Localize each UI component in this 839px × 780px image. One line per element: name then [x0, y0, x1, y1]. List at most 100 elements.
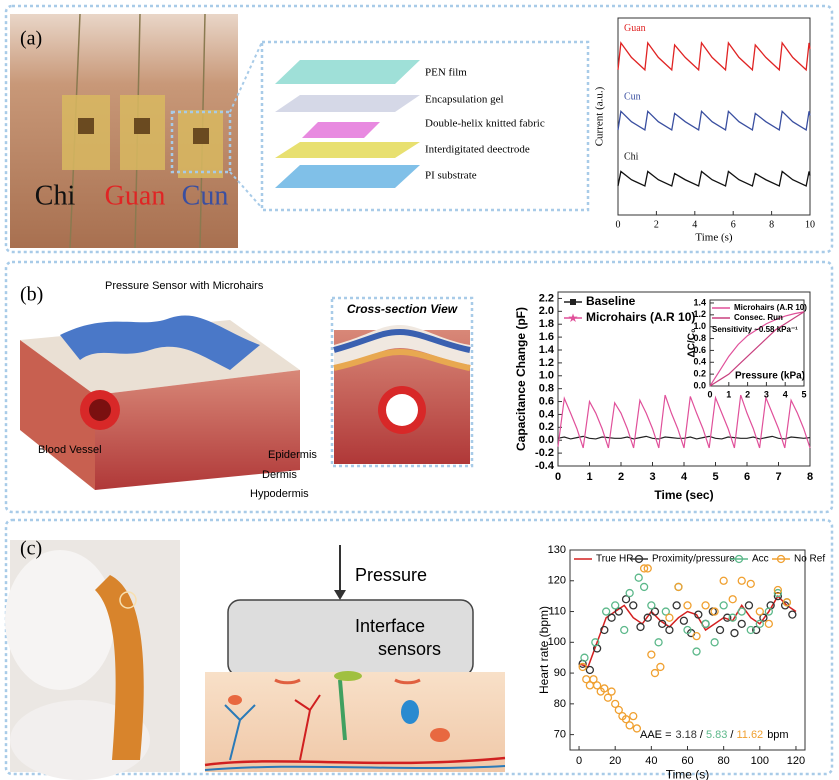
chart: 0 1 2 3 4 5 6 7 8-0.4-0.20.00.20.40.60.81.01.21.… — [514, 291, 813, 502]
data-point — [607, 687, 616, 696]
x-axis-label: Time (sec) — [654, 488, 713, 502]
y-tick-label: 1.0 — [693, 321, 706, 331]
data-point — [737, 576, 746, 585]
panel-b — [4, 260, 834, 514]
legend-label: Microhairs (A.R 10) — [586, 310, 695, 324]
y-tick-label: 90 — [554, 667, 566, 679]
illustration-label: Blood Vessel — [38, 444, 102, 456]
series-line — [557, 435, 811, 440]
data-point — [602, 607, 611, 616]
x-tick-label: 40 — [645, 755, 657, 767]
aae-value: 11.62 — [736, 729, 763, 741]
legend-marker: ★ — [568, 311, 579, 325]
y-tick-label: 110 — [548, 605, 566, 617]
y-tick-label: 0.2 — [539, 421, 554, 433]
illustration-label: Epidermis — [268, 449, 317, 461]
aae-unit: bpm — [767, 729, 788, 741]
data-point — [611, 601, 620, 610]
panel-a — [170, 110, 232, 174]
x-tick-label: 5 — [712, 471, 718, 483]
x-tick-label: 4 — [681, 471, 688, 483]
data-point — [788, 610, 797, 619]
panel-a — [229, 171, 263, 209]
data-point — [578, 662, 587, 672]
data-point — [665, 613, 674, 622]
data-point — [744, 601, 754, 610]
illustration-label: Dermis — [262, 469, 297, 481]
x-tick-label: 4 — [783, 389, 788, 399]
x-tick-label: 2 — [654, 219, 659, 230]
illustration-label: Hypodermis — [250, 488, 309, 500]
sensor-photo — [134, 118, 150, 134]
y-axis-label: Current (a.u.) — [594, 86, 606, 146]
legend-label: Consec. Run — [734, 313, 783, 322]
data-point — [625, 588, 634, 598]
data-point — [650, 668, 660, 678]
layer-label: PI substrate — [425, 170, 477, 182]
plot-frame — [569, 549, 806, 751]
data-point — [614, 705, 623, 715]
data-point — [589, 675, 598, 684]
y-tick-label: 1.2 — [693, 309, 706, 319]
panel-a — [229, 41, 263, 113]
data-point — [674, 582, 683, 592]
legend-marker — [776, 554, 786, 564]
y-tick-label: 0.8 — [693, 333, 706, 343]
data-point — [647, 650, 656, 659]
sensor-photo — [62, 13, 223, 249]
data-point — [585, 665, 595, 675]
plot-frame — [617, 17, 811, 216]
y-tick-label: 70 — [554, 729, 566, 741]
data-point — [701, 601, 710, 610]
photo-label: Guan — [105, 180, 166, 211]
legend-label: Baseline — [586, 294, 636, 308]
data-point — [773, 592, 783, 601]
layer-label: Encapsulation gel — [425, 94, 504, 106]
data-point — [719, 601, 728, 610]
data-point — [611, 699, 620, 708]
sensor-photo — [78, 118, 94, 134]
data-point — [665, 625, 674, 635]
layer-stack — [275, 165, 420, 188]
layer-label: Double-helix knitted fabric — [425, 118, 545, 130]
series-line — [617, 109, 811, 132]
layer-stack — [275, 60, 420, 188]
data-point — [773, 588, 783, 598]
x-axis-label: Time (s) — [695, 232, 733, 244]
data-point — [625, 721, 634, 730]
data-point — [614, 607, 623, 616]
x-tick-label: 20 — [609, 755, 621, 767]
x-tick-label: 6 — [731, 219, 736, 230]
data-point — [759, 613, 768, 622]
data-point — [650, 607, 660, 616]
series-label: Cun — [624, 92, 641, 103]
data-point — [692, 632, 701, 641]
x-axis-label: Pressure (kPa) — [735, 371, 805, 382]
x-tick-label: 0 — [555, 471, 561, 483]
data-point — [629, 601, 638, 610]
x-tick-label: 1 — [586, 471, 592, 483]
data-point — [710, 607, 719, 616]
cross-section — [333, 328, 471, 353]
y-tick-label: 100 — [548, 636, 566, 648]
series-line — [557, 394, 811, 449]
inset-annotation: Sensitivity ~0.58 kPa⁻¹ — [712, 325, 798, 334]
x-tick-label: 0 — [707, 389, 712, 399]
data-point — [621, 595, 631, 604]
aae-annotation: AAE = 3.18/5.83/11.62 bpm — [640, 729, 789, 741]
y-tick-label: 0.0 — [539, 434, 554, 446]
panel-label: (c) — [20, 538, 42, 560]
data-point — [620, 625, 629, 635]
data-point — [728, 595, 737, 604]
illustration-label: Cross-section View — [347, 302, 458, 316]
x-tick-label: 10 — [805, 219, 815, 230]
layer-stack — [275, 142, 420, 158]
interface-diagram — [204, 765, 506, 771]
device-photo — [119, 591, 137, 609]
device-photo — [5, 550, 115, 690]
data-point — [634, 573, 643, 582]
layer-stack — [275, 60, 420, 84]
interface-diagram — [334, 671, 362, 681]
y-axis-label: Heart rate (bpm) — [537, 606, 551, 694]
